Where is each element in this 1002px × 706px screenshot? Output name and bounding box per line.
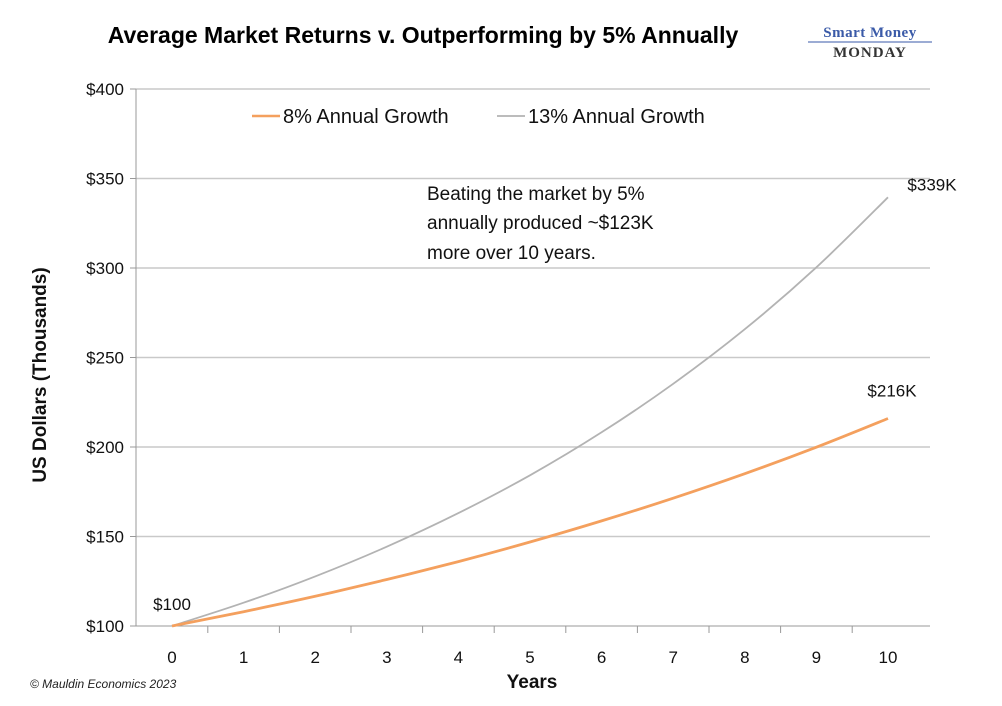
x-tick-label: 7 <box>668 648 677 667</box>
data-label: $100 <box>153 595 191 614</box>
chart-title: Average Market Returns v. Outperforming … <box>108 22 739 48</box>
x-tick-label: 0 <box>167 648 176 667</box>
data-label: $339K <box>907 175 957 194</box>
copyright-credit: © Mauldin Economics 2023 <box>30 677 177 691</box>
y-tick-label: $300 <box>86 259 124 278</box>
x-tick-label: 8 <box>740 648 749 667</box>
brand-line-2: MONDAY <box>833 45 907 61</box>
x-tick-label: 2 <box>310 648 319 667</box>
x-tick-label: 9 <box>812 648 821 667</box>
data-label: $216K <box>867 382 917 401</box>
y-tick-label: $350 <box>86 170 124 189</box>
series-lines <box>171 196 889 628</box>
y-tick-label: $150 <box>86 528 124 547</box>
legend-label-13pct: 13% Annual Growth <box>528 106 705 128</box>
legend: 8% Annual Growth 13% Annual Growth <box>252 106 705 128</box>
x-tick-label: 6 <box>597 648 606 667</box>
gridlines <box>136 88 930 538</box>
series-line-13pct <box>171 196 889 627</box>
brand-logo: Smart Money MONDAY <box>808 25 932 61</box>
axes <box>130 88 930 633</box>
x-tick-label: 10 <box>879 648 898 667</box>
annotation-line-1: Beating the market by 5% <box>427 184 645 205</box>
x-tick-labels: 0 1 2 3 4 5 6 7 8 9 10 <box>167 648 897 667</box>
annotation-line-3: more over 10 years. <box>427 243 596 264</box>
brand-line-1: Smart Money <box>823 25 916 41</box>
x-tick-label: 3 <box>382 648 391 667</box>
annotation-line-2: annually produced ~$123K <box>427 213 654 234</box>
x-axis-title: Years <box>507 672 558 693</box>
y-tick-label: $250 <box>86 349 124 368</box>
y-tick-label: $100 <box>86 617 124 636</box>
y-tick-labels: $100 $150 $200 $250 $300 $350 $400 <box>86 80 124 636</box>
x-tick-label: 4 <box>454 648 463 667</box>
data-labels: $100 $216K $339K <box>153 175 957 614</box>
y-axis-title: US Dollars (Thousands) <box>30 267 51 482</box>
x-tick-label: 5 <box>525 648 534 667</box>
legend-label-8pct: 8% Annual Growth <box>283 106 449 128</box>
annotation: Beating the market by 5% annually produc… <box>427 184 654 264</box>
series-line-8pct <box>171 417 889 628</box>
y-tick-label: $400 <box>86 80 124 99</box>
x-tick-label: 1 <box>239 648 248 667</box>
y-tick-label: $200 <box>86 438 124 457</box>
